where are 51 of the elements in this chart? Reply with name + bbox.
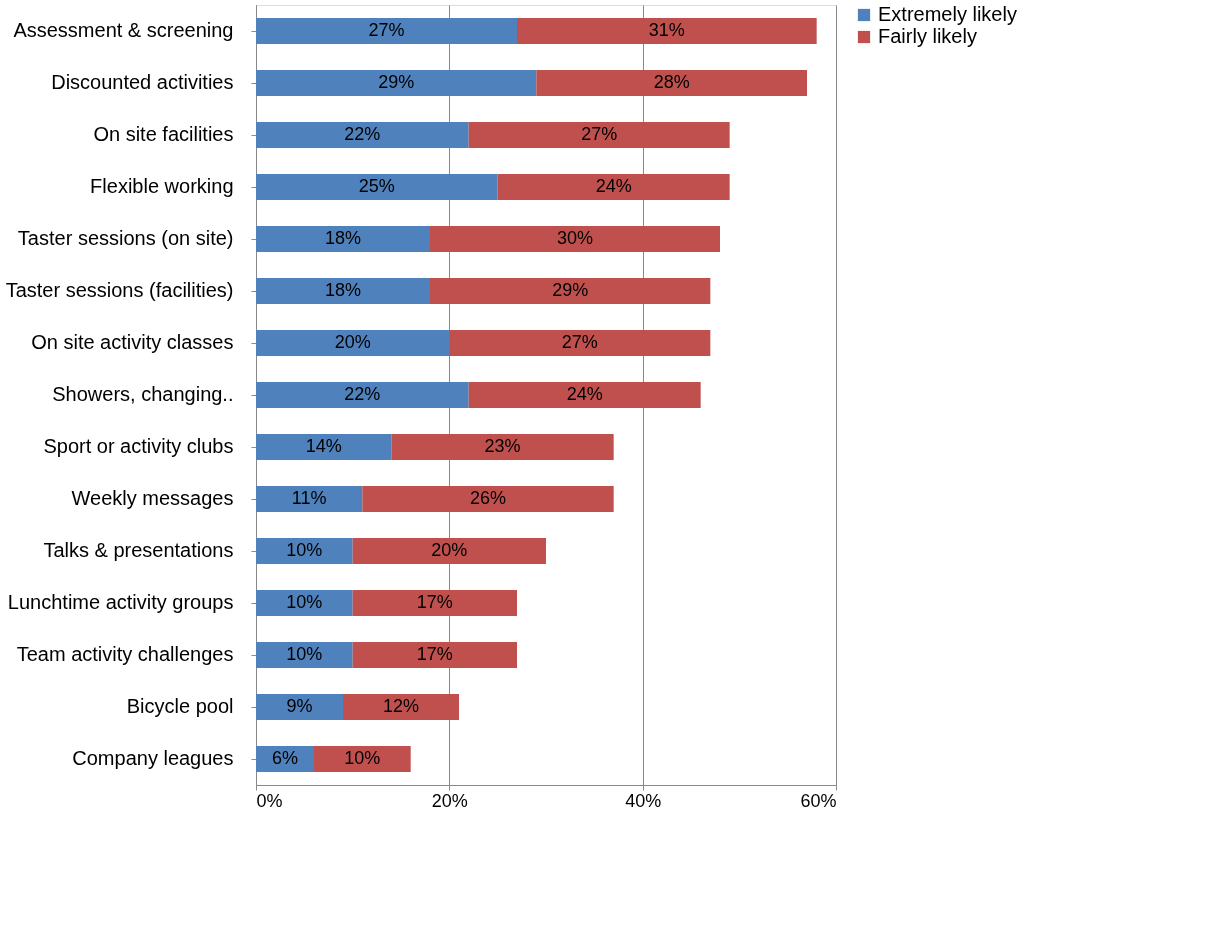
data-label: 22%	[344, 384, 381, 404]
y-tick-label: On site activity classes	[31, 331, 234, 353]
data-label: 14%	[305, 436, 342, 456]
data-label: 29%	[552, 280, 589, 300]
data-label: 18%	[324, 280, 362, 300]
data-label: 27%	[561, 332, 598, 352]
y-tick-label: Lunchtime activity groups	[7, 591, 234, 613]
x-tick-label: 20%	[431, 790, 468, 811]
data-label: 17%	[416, 644, 453, 664]
data-label: 22%	[344, 124, 381, 144]
data-label: 27%	[581, 124, 618, 144]
y-tick-label: Weekly messages	[71, 487, 234, 509]
data-label: 25%	[358, 176, 395, 196]
y-tick-label: Sport or activity clubs	[43, 435, 234, 457]
data-label: 24%	[595, 176, 632, 196]
data-label: 31%	[648, 20, 685, 40]
data-label: 24%	[566, 384, 603, 404]
data-label: 20%	[431, 540, 468, 560]
data-label: 6%	[271, 748, 299, 768]
data-label: 9%	[286, 696, 313, 716]
data-label: 26%	[469, 488, 507, 508]
x-tick-label: 60%	[800, 790, 837, 811]
y-tick-label: Discounted activities	[51, 71, 234, 93]
y-tick-label: Showers, changing..	[52, 383, 234, 405]
data-label: 12%	[382, 696, 420, 716]
data-label: 18%	[324, 228, 362, 248]
data-label: 28%	[653, 72, 690, 92]
y-tick-label: Talks & presentations	[43, 539, 234, 561]
data-label: 11%	[291, 488, 327, 508]
y-tick-label: Taster sessions (on site)	[17, 227, 234, 249]
x-tick-label: 40%	[625, 790, 662, 811]
data-label: 23%	[484, 436, 521, 456]
data-label: 10%	[286, 644, 323, 664]
legend-label: Fairly likely	[878, 25, 977, 47]
y-tick-label: Assessment & screening	[13, 19, 234, 41]
data-label: 30%	[556, 228, 594, 248]
data-label: 10%	[344, 748, 381, 768]
y-tick-label: Company leagues	[72, 747, 234, 769]
y-tick-label: Taster sessions (facilities)	[5, 279, 234, 301]
data-label: 20%	[334, 332, 371, 352]
data-label: 29%	[378, 72, 415, 92]
x-tick-label: 0%	[256, 790, 283, 811]
y-tick-label: Flexible working	[90, 175, 234, 197]
data-label: 27%	[368, 20, 405, 40]
data-label: 17%	[416, 592, 453, 612]
data-label: 10%	[286, 592, 323, 612]
y-tick-label: Team activity challenges	[16, 643, 234, 665]
y-tick-label: Bicycle pool	[126, 695, 234, 717]
data-label: 10%	[286, 540, 323, 560]
legend-label: Extremely likely	[878, 3, 1017, 25]
y-tick-label: On site facilities	[93, 123, 234, 145]
